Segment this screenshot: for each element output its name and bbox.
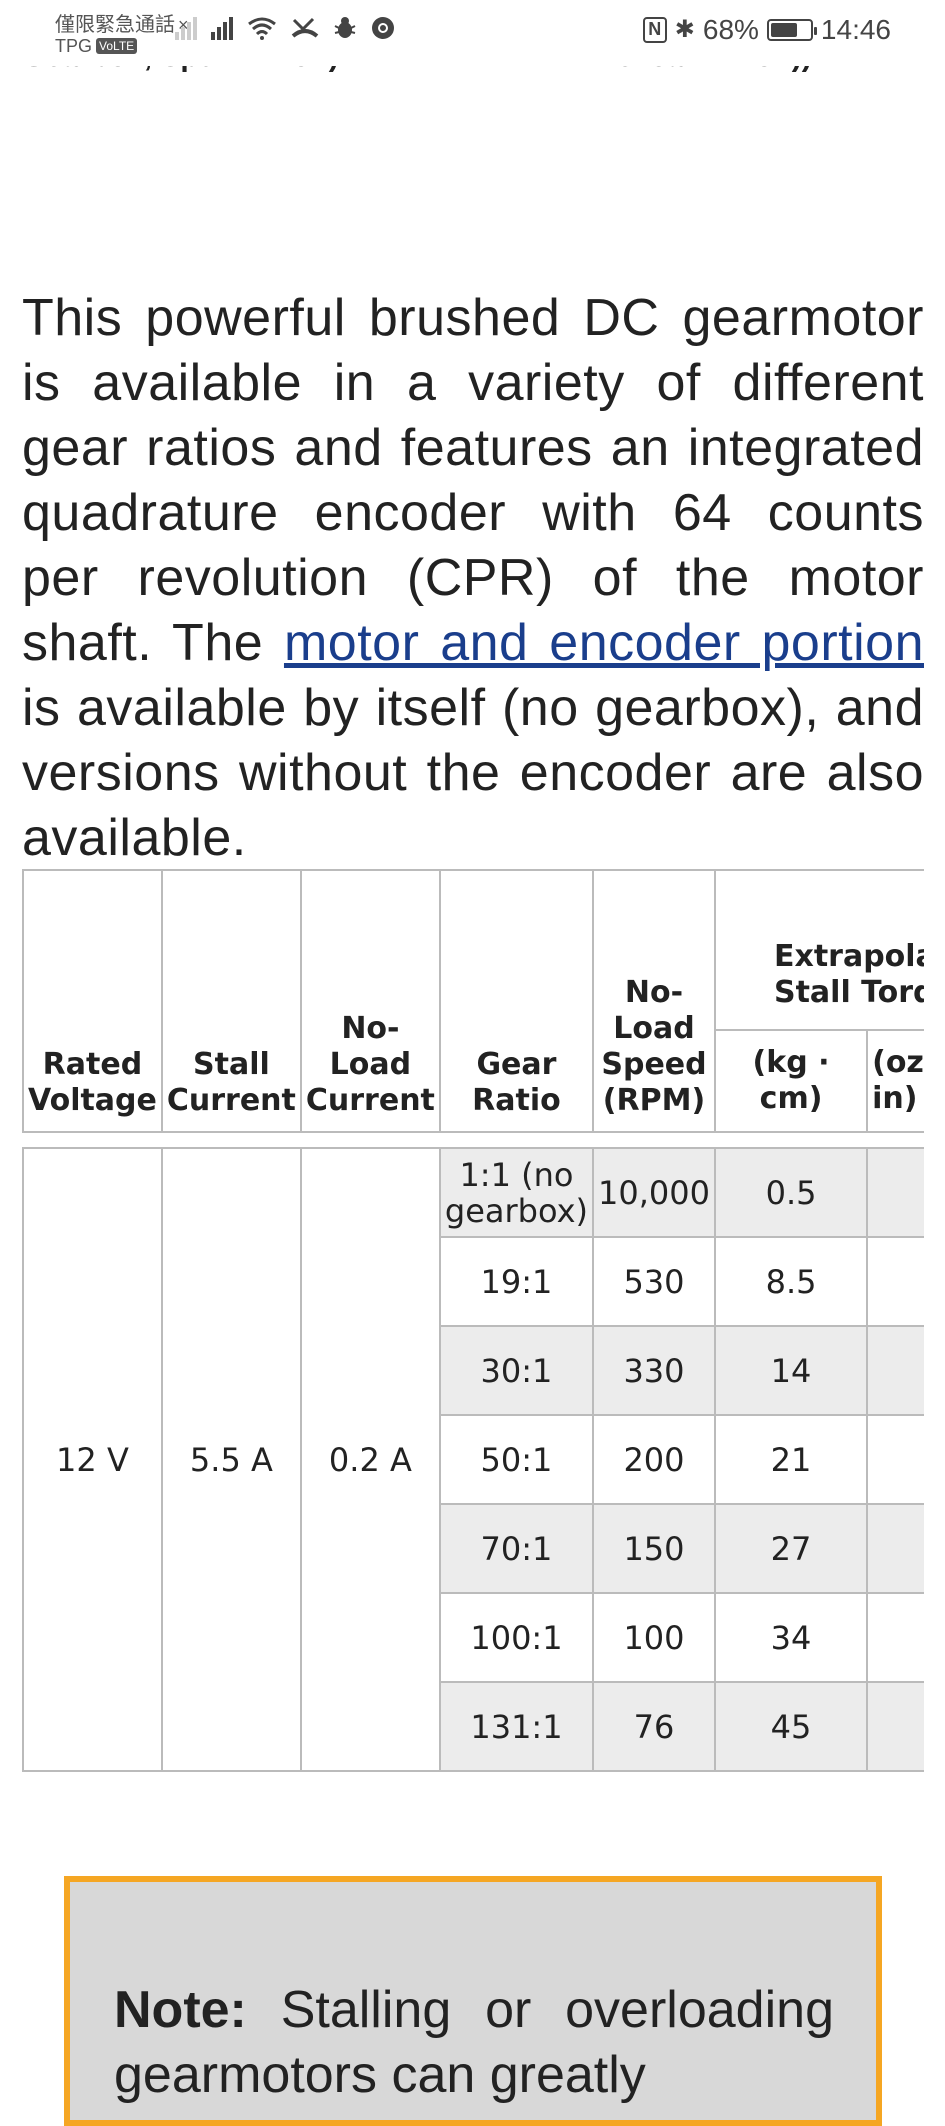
cell-no-load-current: 0.2 A bbox=[299, 1147, 441, 1772]
cell-gear-ratio: 70:1 bbox=[438, 1503, 595, 1594]
carrier-name-text: TPG bbox=[55, 36, 93, 56]
intro-text-before: This powerful brushed DC gearmotor is av… bbox=[22, 289, 924, 672]
table-row: 100:1 100 34 bbox=[23, 1592, 924, 1683]
header-stall-torque: Extrapolated Stall Torque bbox=[713, 869, 924, 1031]
cell-gear-ratio: 100:1 bbox=[438, 1592, 595, 1683]
header-rated-voltage: Rated Voltage bbox=[22, 869, 163, 1133]
header-torque-kgcm: (kg · cm) bbox=[713, 1029, 869, 1133]
cell-no-load-speed: 10,000 bbox=[592, 1147, 716, 1238]
cell-torque-kgcm: 8.5 bbox=[713, 1236, 869, 1327]
cell-torque-kgcm: 14 bbox=[713, 1325, 869, 1416]
battery-fill bbox=[770, 23, 797, 37]
cell-gear-ratio: 131:1 bbox=[438, 1681, 595, 1772]
cell-no-load-speed: 100 bbox=[592, 1592, 716, 1683]
cell-torque-ozin bbox=[866, 1236, 924, 1327]
carrier-name: TPG VoLTE bbox=[55, 36, 138, 57]
cell-rated-voltage: 12 V bbox=[22, 1147, 163, 1772]
bug-icon bbox=[334, 17, 356, 38]
wifi-icon bbox=[248, 17, 276, 40]
cell-torque-kgcm: 34 bbox=[713, 1592, 869, 1683]
note-box: Note: Stalling or overloading gearmotors… bbox=[64, 1876, 882, 2126]
signal-icon bbox=[211, 16, 233, 40]
cell-torque-kgcm: 21 bbox=[713, 1414, 869, 1505]
battery-percent: 68% bbox=[702, 14, 759, 45]
spec-table: Rated Voltage Stall Current No-Load Curr… bbox=[22, 869, 924, 1772]
cell-torque-kgcm: 27 bbox=[713, 1503, 869, 1594]
cell-torque-ozin bbox=[866, 1503, 924, 1594]
battery-icon bbox=[766, 19, 817, 41]
volte-badge: VoLTE bbox=[96, 38, 138, 54]
header-gear-ratio: Gear Ratio bbox=[438, 869, 595, 1133]
header-stall-current: Stall Current bbox=[160, 869, 302, 1133]
cell-torque-ozin bbox=[866, 1681, 924, 1772]
motor-encoder-link[interactable]: motor and encoder portion bbox=[283, 614, 924, 672]
note-label: Note: bbox=[114, 1981, 247, 2039]
table-row: 70:1 150 27 bbox=[23, 1503, 924, 1594]
table-viewport[interactable]: Rated Voltage Stall Current No-Load Curr… bbox=[0, 0, 924, 2048]
clock: 14:46 bbox=[820, 14, 891, 45]
table-row: 131:1 76 45 bbox=[23, 1681, 924, 1772]
cell-gear-ratio: 30:1 bbox=[438, 1325, 595, 1416]
table-gap-row bbox=[23, 1131, 924, 1149]
status-icons-left bbox=[175, 16, 395, 40]
note-text: Note: Stalling or overloading gearmotors… bbox=[114, 1978, 834, 2108]
table-gap-cell bbox=[23, 1131, 924, 1149]
bluetooth-icon: ✱ bbox=[674, 16, 695, 43]
cell-gear-ratio: 50:1 bbox=[438, 1414, 595, 1505]
cell-torque-ozin bbox=[866, 1592, 924, 1683]
cell-torque-ozin bbox=[866, 1147, 924, 1238]
cell-no-load-speed: 330 bbox=[592, 1325, 716, 1416]
signal-dim-icon bbox=[175, 16, 197, 40]
cell-torque-ozin bbox=[866, 1414, 924, 1505]
header-no-load-speed: No-Load Speed (RPM) bbox=[592, 869, 716, 1133]
table-row: 12 V 5.5 A 0.2 A 1:1 (no gearbox) 10,000 0.5 bbox=[22, 1147, 924, 1772]
cell-stall-current: 5.5 A bbox=[160, 1147, 302, 1772]
intro-paragraph: This powerful brushed DC gearmotor is av… bbox=[22, 286, 924, 871]
header-no-load-current: No-Load Current bbox=[299, 869, 441, 1133]
close-glyph: × bbox=[178, 15, 189, 35]
header-torque-ozin: (oz · in) bbox=[866, 1029, 924, 1133]
table-row: 19:1 530 8.5 bbox=[23, 1236, 924, 1327]
carrier-emergency-only: 僅限緊急通話 × bbox=[55, 8, 189, 37]
intro-text-after: is available by itself (no gearbox), and… bbox=[22, 679, 924, 867]
table-row: 50:1 200 21 bbox=[23, 1414, 924, 1505]
missed-call-icon bbox=[291, 17, 319, 38]
nfc-icon: N bbox=[642, 17, 667, 43]
cell-torque-kgcm: 45 bbox=[713, 1681, 869, 1772]
cell-torque-kgcm: 0.5 bbox=[713, 1147, 869, 1238]
cell-no-load-speed: 530 bbox=[592, 1236, 716, 1327]
cell-no-load-speed: 76 bbox=[592, 1681, 716, 1772]
cell-gear-ratio: 19:1 bbox=[438, 1236, 595, 1327]
chrome-icon bbox=[372, 17, 394, 39]
cell-gear-ratio: 1:1 (no gearbox) bbox=[438, 1147, 595, 1238]
cell-torque-ozin bbox=[866, 1325, 924, 1416]
status-bar: 僅限緊急通話 × TPG VoLTE bbox=[0, 0, 945, 66]
cell-no-load-speed: 150 bbox=[592, 1503, 716, 1594]
carrier-text: 僅限緊急通話 bbox=[55, 14, 175, 36]
table-body: 12 V 5.5 A 0.2 A 1:1 (no gearbox) 10,000 0.5 1… bbox=[22, 1131, 924, 1772]
table-row: 30:1 330 14 bbox=[23, 1325, 924, 1416]
status-icons-right: N ✱ 68% 14:46 bbox=[642, 14, 891, 46]
cell-no-load-speed: 200 bbox=[592, 1414, 716, 1505]
